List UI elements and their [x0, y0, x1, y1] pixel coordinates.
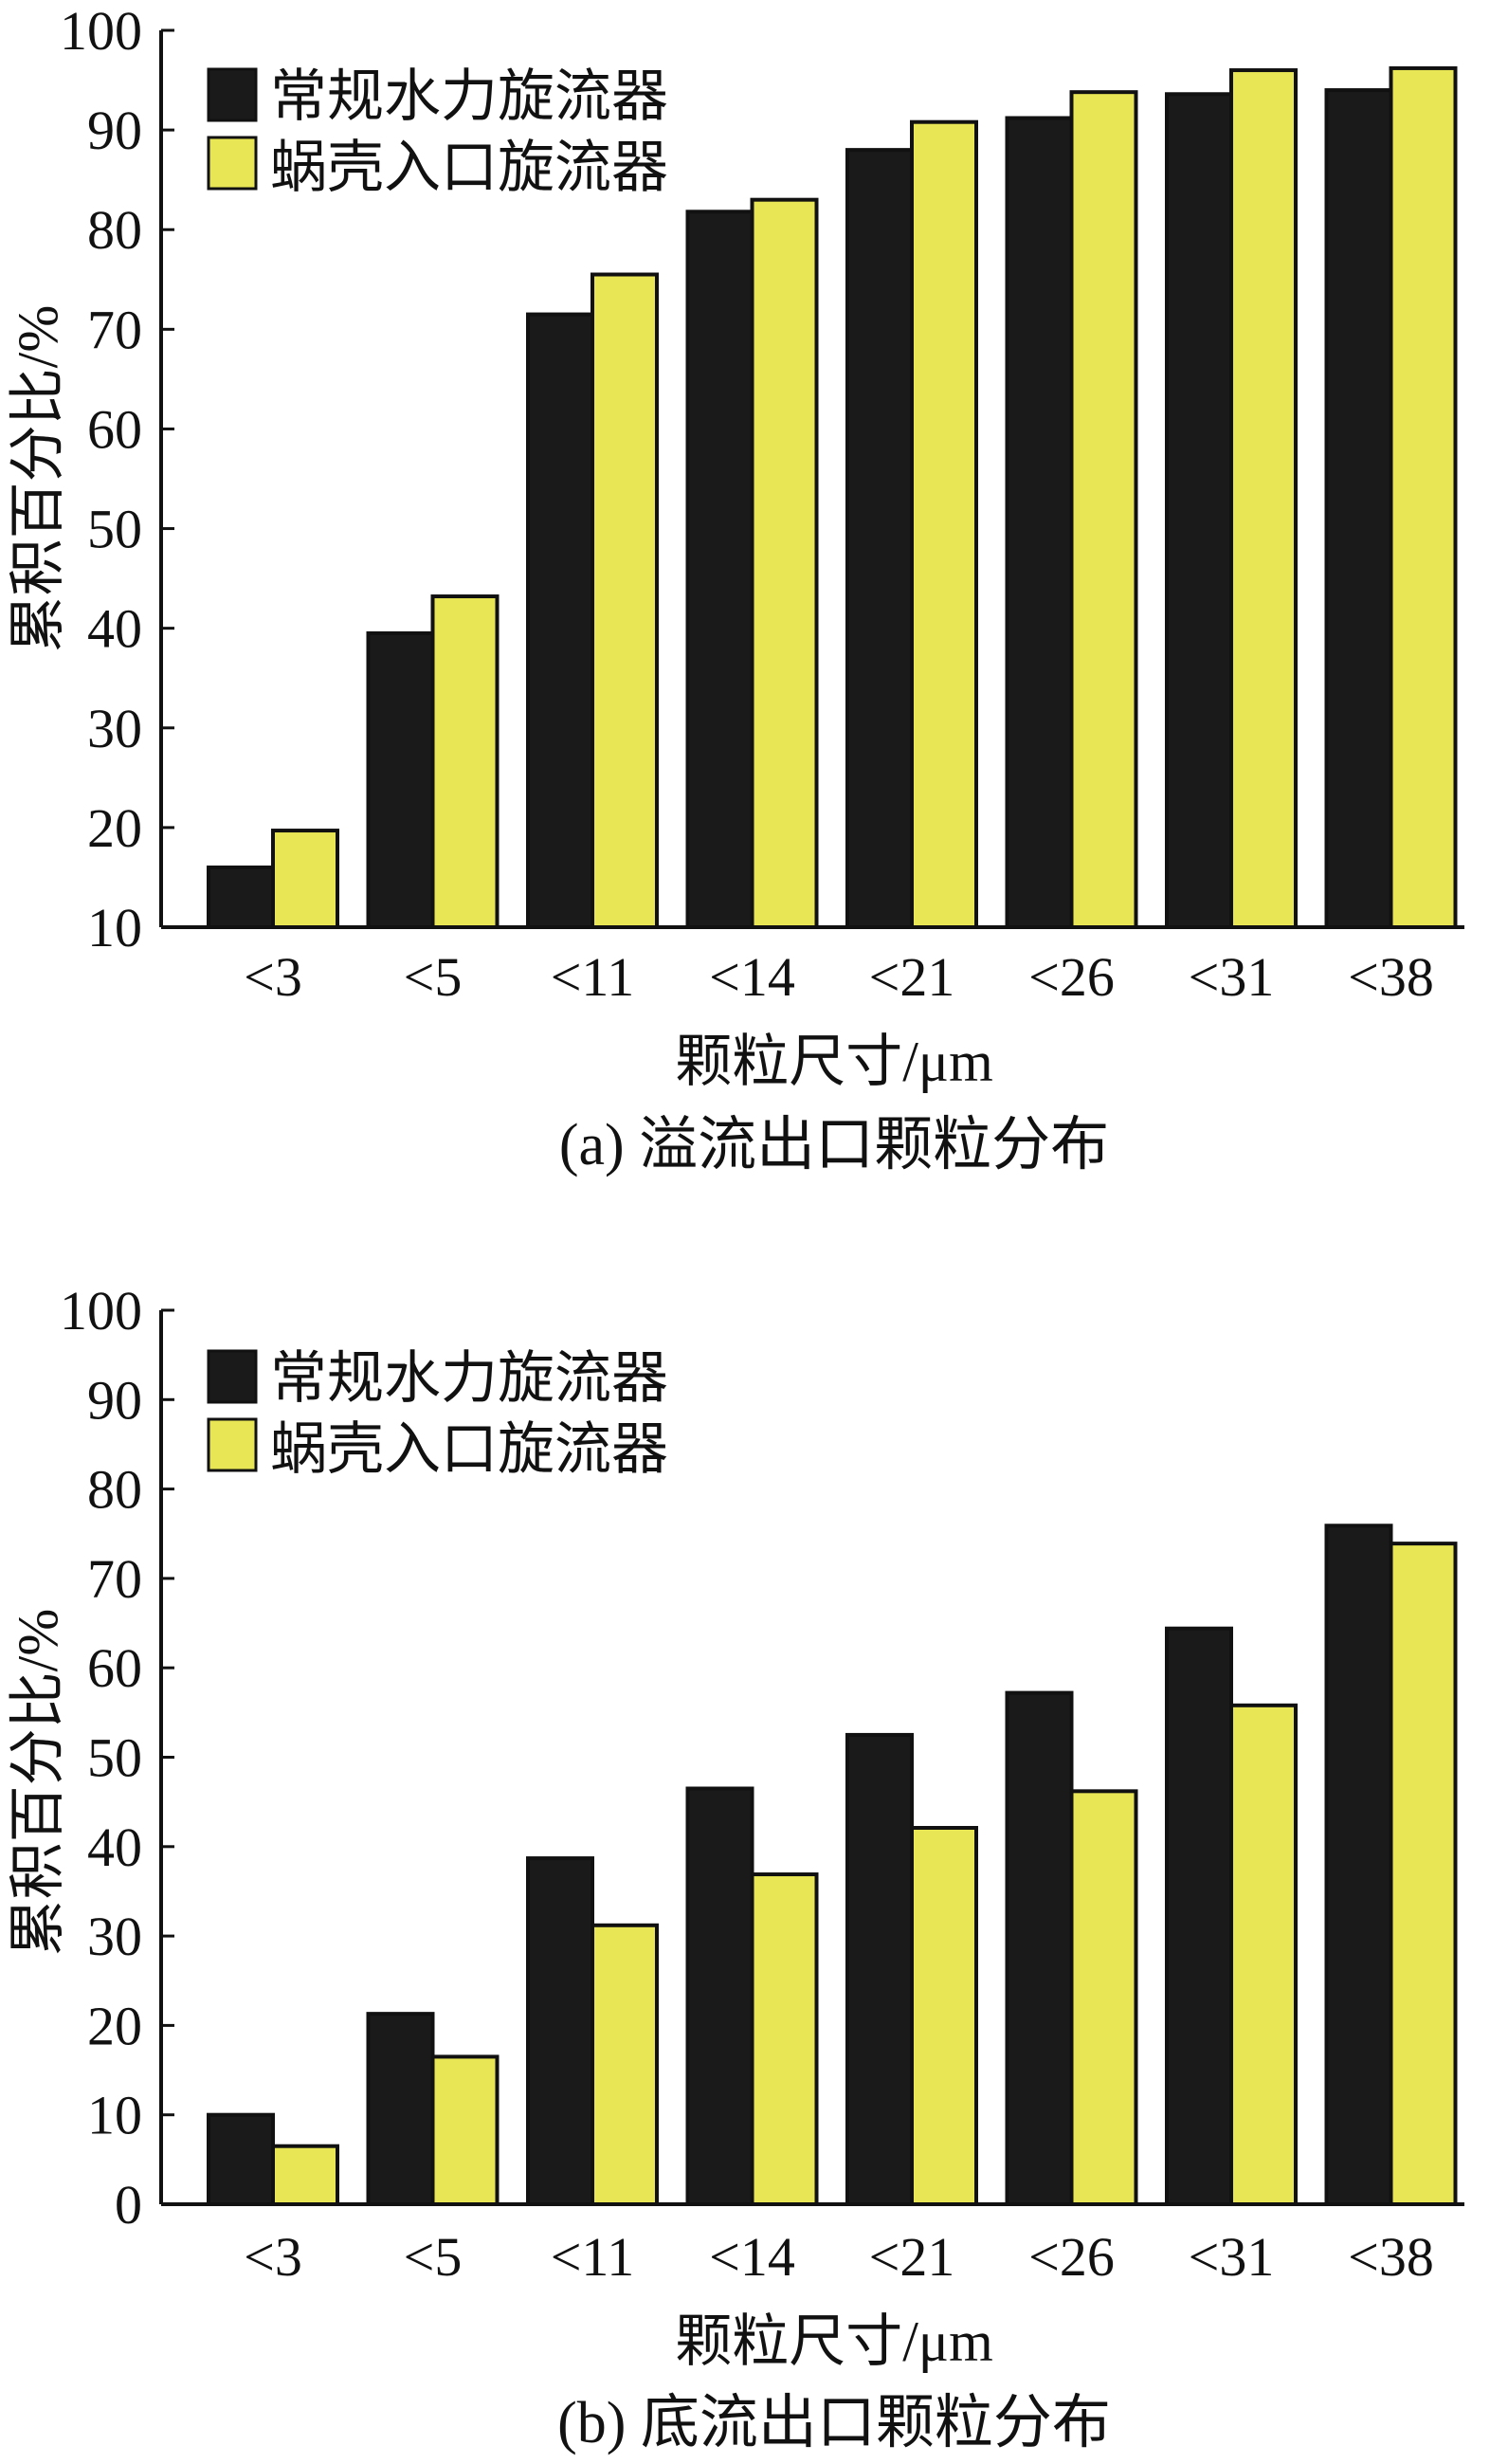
- y-tick-label: 60: [87, 398, 142, 460]
- bar-volute-1: [271, 829, 339, 930]
- bar-volute-7: [1229, 68, 1298, 930]
- bar-volute-8: [1389, 1542, 1458, 2207]
- panel-a-y-axis-label: 累积百分比/%: [7, 305, 69, 653]
- x-tick-label: <14: [709, 2226, 795, 2288]
- x-tick-label: <21: [869, 946, 955, 1008]
- x-tick-label: <21: [869, 2226, 955, 2288]
- y-tick-label: 100: [60, 0, 142, 62]
- panel-b-axes: [159, 1308, 1464, 2206]
- panel-b-legend: 常规水力旋流器 蜗壳入口旋流器: [207, 1347, 668, 1481]
- bar-conventional-1: [207, 2112, 275, 2206]
- x-tick-label: <5: [404, 946, 463, 1008]
- y-tick-label: 10: [87, 2085, 142, 2146]
- panel-b-x-ticks: <3 <5 <11 <14 <21 <26 <31 <38: [244, 2226, 1434, 2288]
- bar-volute-4: [750, 197, 819, 929]
- panel-b-x-axis-label: 颗粒尺寸/μm: [675, 2310, 993, 2373]
- y-tick-label: 30: [87, 1906, 142, 1967]
- bar-conventional-4: [685, 1786, 754, 2206]
- panel-a-x-ticks: <3 <5 <11 <14 <21 <26 <31 <38: [244, 946, 1434, 1008]
- bar-volute-5: [910, 1825, 978, 2206]
- x-tick-label: <38: [1348, 946, 1434, 1008]
- y-tick-label: 70: [87, 299, 142, 360]
- y-tick-label: 90: [87, 1369, 142, 1431]
- panel-b-caption: (b) 底流出口颗粒分布: [557, 2391, 1111, 2455]
- x-tick-label: <26: [1028, 2226, 1115, 2288]
- bar-volute-3: [590, 1923, 659, 2207]
- bar-conventional-2: [366, 2012, 435, 2207]
- panel-a-legend: 常规水力旋流器 蜗壳入口旋流器: [207, 65, 668, 199]
- bar-conventional-5: [845, 148, 914, 929]
- y-tick-label: 80: [87, 199, 142, 261]
- y-tick-label: 40: [87, 1816, 142, 1878]
- legend-label-conventional: 常规水力旋流器: [270, 65, 668, 128]
- bar-conventional-3: [526, 312, 594, 930]
- panel-b-bars: [207, 1524, 1458, 2207]
- y-tick-label: 0: [115, 2174, 142, 2236]
- bar-volute-6: [1069, 90, 1138, 930]
- legend-swatch-conventional: [207, 1349, 258, 1404]
- legend-label-conventional: 常规水力旋流器: [270, 1347, 668, 1410]
- bar-volute-4: [750, 1872, 819, 2206]
- panel-b-y-axis-label: 累积百分比/%: [7, 1609, 69, 1957]
- x-tick-label: <5: [404, 2226, 463, 2288]
- bar-conventional-3: [526, 1856, 594, 2206]
- y-tick-label: 10: [87, 897, 142, 958]
- bar-conventional-4: [685, 210, 754, 929]
- panel-a-x-axis-label: 颗粒尺寸/μm: [675, 1031, 993, 1093]
- legend-label-volute: 蜗壳入口旋流器: [270, 1418, 668, 1481]
- panel-b-y-ticks: 0 10 20 30 40 50 60 70 80 90 100: [60, 1280, 142, 2236]
- bar-conventional-6: [1005, 116, 1074, 929]
- bar-conventional-7: [1165, 1626, 1233, 2206]
- bar-conventional-5: [845, 1732, 914, 2207]
- panel-a-caption: (a) 溢流出口颗粒分布: [559, 1113, 1109, 1177]
- bar-volute-5: [910, 119, 978, 930]
- legend-label-volute: 蜗壳入口旋流器: [270, 137, 668, 199]
- panel-a-y-ticks: 10 20 30 40 50 60 70 80 90 100: [60, 0, 142, 958]
- x-tick-label: <31: [1189, 2226, 1275, 2288]
- bar-volute-8: [1389, 65, 1458, 930]
- bar-volute-3: [590, 272, 659, 929]
- x-tick-label: <26: [1028, 946, 1115, 1008]
- bar-conventional-6: [1005, 1690, 1074, 2206]
- bar-conventional-8: [1324, 88, 1393, 930]
- x-tick-label: <3: [244, 946, 302, 1008]
- y-tick-label: 60: [87, 1637, 142, 1699]
- y-tick-label: 100: [60, 1280, 142, 1342]
- y-tick-label: 70: [87, 1548, 142, 1610]
- y-tick-label: 20: [87, 797, 142, 859]
- y-tick-label: 50: [87, 499, 142, 560]
- x-tick-label: <14: [709, 946, 795, 1008]
- y-tick-label: 40: [87, 598, 142, 660]
- y-tick-label: 90: [87, 100, 142, 161]
- x-tick-label: <38: [1348, 2226, 1434, 2288]
- y-tick-label: 80: [87, 1459, 142, 1521]
- legend-swatch-volute: [207, 1417, 258, 1472]
- bar-volute-7: [1229, 1703, 1298, 2206]
- bar-volute-2: [430, 2054, 500, 2207]
- y-tick-label: 30: [87, 698, 142, 759]
- bar-volute-6: [1069, 1789, 1138, 2206]
- legend-swatch-conventional: [207, 67, 258, 122]
- y-tick-label: 50: [87, 1727, 142, 1789]
- panel-a-axes: [159, 28, 1464, 929]
- bar-conventional-7: [1165, 92, 1233, 929]
- x-tick-label: <11: [551, 946, 635, 1008]
- x-tick-label: <11: [551, 2226, 635, 2288]
- bar-conventional-2: [366, 630, 435, 930]
- bar-conventional-8: [1324, 1524, 1393, 2206]
- x-tick-label: <31: [1189, 946, 1275, 1008]
- bar-volute-2: [430, 594, 500, 930]
- legend-swatch-volute: [207, 136, 258, 191]
- bar-conventional-1: [207, 865, 275, 930]
- y-tick-label: 20: [87, 1995, 142, 2056]
- panel-a-bars: [207, 65, 1458, 930]
- bar-volute-1: [271, 2144, 339, 2207]
- x-tick-label: <3: [244, 2226, 302, 2288]
